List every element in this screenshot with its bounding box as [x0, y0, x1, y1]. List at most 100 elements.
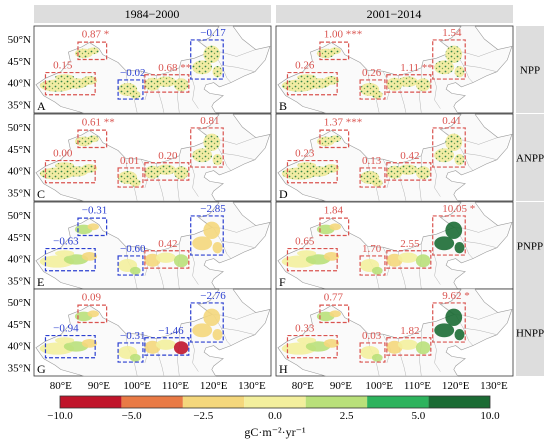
vegetation-area [155, 76, 176, 87]
region-trend-value: 0.13 [362, 155, 382, 167]
region-trend-value: 0.68 ** [158, 62, 191, 74]
region-box [359, 342, 386, 363]
region-box [319, 217, 350, 237]
region-box [386, 337, 432, 356]
province-boundary [432, 73, 441, 109]
lat-tick-label: 40°N [8, 166, 31, 178]
region-box [117, 342, 144, 363]
colorbar-frame [59, 395, 491, 409]
region-trend-value: 2.55 [400, 238, 420, 250]
vegetation-area [87, 135, 99, 143]
column-strip-1 [34, 5, 271, 23]
region-box [144, 162, 190, 181]
vegetation-area [297, 74, 317, 81]
region-trend-value: 0.33 [295, 323, 315, 335]
region-trend-value: 1.70 [362, 243, 382, 255]
region-trend-value: 0.26 [362, 67, 382, 79]
region-trend-value: 1.37 *** [324, 117, 363, 129]
region-trend-value: 0.81 [200, 115, 219, 127]
vegetation-area [434, 323, 455, 338]
map-panel-a: 0.15 0.87 * −0.02 0.68 ** −0.17 A [33, 25, 272, 114]
vegetation-area [329, 223, 341, 231]
lon-tick-label: 90°E [88, 380, 110, 392]
lat-tick-label: 35°N [8, 99, 31, 111]
vegetation-area [203, 133, 221, 151]
province-boundary [221, 64, 255, 72]
region-trend-value: 10.05 * [442, 203, 475, 215]
colorbar: −10.0 −5.0 −2.5 0.0 2.5 5.0 10.0 [47, 395, 500, 422]
vegetation-area [297, 250, 317, 257]
province-boundary [432, 249, 441, 285]
vegetation-area [155, 339, 176, 350]
region-box [286, 247, 338, 272]
vegetation-area [192, 148, 213, 163]
lon-tick-label: 80°E [292, 380, 314, 392]
colorbar-segment [182, 396, 245, 408]
colorbar-tick-label: 2.5 [340, 410, 354, 422]
region-trend-value: 0.41 [442, 115, 461, 127]
region-box [144, 250, 190, 269]
province-boundary [190, 73, 199, 109]
vegetation-area [87, 223, 99, 231]
row-label-pnpp: PNPP [517, 241, 543, 253]
region-box [144, 337, 190, 356]
vegetation-area [434, 148, 455, 163]
lat-tick-label: 35°N [8, 362, 31, 374]
lon-tick-label: 100°E [123, 380, 151, 392]
colorbar-tick-label: 5.0 [411, 410, 425, 422]
region-box [117, 79, 144, 100]
vegetation-area [212, 329, 223, 341]
colorbar-unit: gC·m⁻²·yr⁻¹ [244, 425, 306, 439]
vegetation-area [129, 266, 141, 275]
lat-tick-label: 50°N [8, 122, 31, 134]
lat-tick-label: 35°N [8, 275, 31, 287]
panel-letter: A [37, 99, 46, 113]
lat-tick-label: 50°N [8, 297, 31, 309]
vegetation-area [87, 47, 99, 55]
region-trend-value: 0.26 [295, 60, 315, 72]
colorbar-segment [367, 396, 429, 408]
province-boundary [463, 327, 497, 335]
vegetation-area [203, 308, 221, 326]
region-box [190, 39, 224, 80]
panel-letter: B [279, 99, 287, 113]
vegetation-area [371, 178, 383, 187]
region-box [432, 127, 466, 168]
vegetation-area [371, 90, 383, 99]
row-label-anpp: ANPP [516, 153, 544, 165]
vegetation-area [81, 164, 98, 173]
region-trend-value: −0.63 [53, 236, 79, 248]
vegetation-area [81, 76, 98, 85]
vegetation-area [55, 74, 75, 81]
colorbar-tick-label: 10.0 [480, 410, 500, 422]
vegetation-area [203, 45, 221, 63]
region-box [190, 302, 224, 343]
vegetation-area [55, 337, 75, 344]
region-box [44, 71, 96, 96]
vegetation-area [129, 353, 141, 362]
map-panel-d: 0.23 1.37 *** 0.13 0.42 0.41 D [275, 113, 514, 202]
region-trend-value: −0.60 [120, 243, 146, 255]
vegetation-area [212, 154, 223, 166]
map-panel-g: −0.94 0.09 −0.31 −1.46 −2.76 G [33, 288, 272, 377]
vegetation-area [397, 339, 418, 350]
lat-tick-label: 50°N [8, 34, 31, 46]
vegetation-area [323, 164, 340, 173]
region-trend-value: 0.09 [82, 292, 102, 304]
colorbar-tick-label: −10.0 [47, 410, 73, 422]
vegetation-area [454, 329, 465, 341]
region-trend-value: 0.00 [53, 148, 73, 160]
map-panel-e: −0.63 −0.31 −0.60 0.42 −2.85 E [33, 201, 272, 290]
lon-tick-label: 100°E [365, 380, 393, 392]
vegetation-area [212, 242, 223, 254]
vegetation-area [81, 339, 98, 348]
region-box [386, 74, 432, 93]
vegetation-area [55, 250, 75, 257]
lon-tick-label: 130°E [480, 380, 508, 392]
vegetation-area [397, 164, 418, 175]
region-box [432, 215, 466, 256]
vegetation-area [192, 60, 213, 75]
colorbar-segment [121, 396, 183, 408]
province-boundary [463, 240, 497, 248]
vegetation-area [445, 308, 463, 326]
